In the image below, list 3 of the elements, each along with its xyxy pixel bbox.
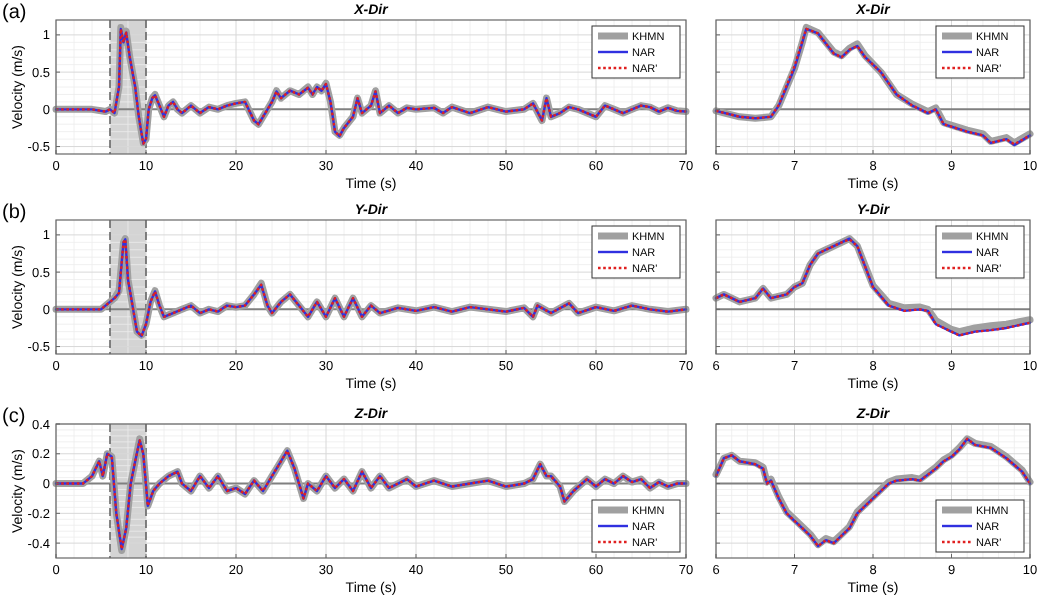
text: (c) <box>2 406 26 428</box>
text: (a) <box>2 2 27 24</box>
text: (b) <box>2 202 27 224</box>
